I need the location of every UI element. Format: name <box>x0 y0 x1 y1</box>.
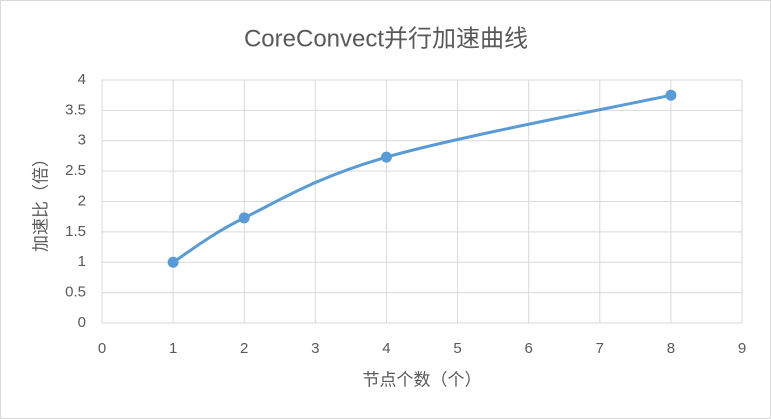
data-point <box>238 212 250 224</box>
y-tick-label: 1 <box>78 253 86 270</box>
y-tick-label: 3.5 <box>65 101 86 118</box>
data-point <box>380 151 392 163</box>
y-tick-label: 0.5 <box>65 284 86 301</box>
x-tick-label: 0 <box>98 340 106 357</box>
x-axis-label: 节点个数（个） <box>363 370 482 389</box>
y-tick-label: 0 <box>78 314 86 331</box>
x-tick-label: 1 <box>169 340 177 357</box>
data-point <box>665 89 677 101</box>
x-tick-label: 5 <box>453 340 461 357</box>
x-tick-label: 8 <box>667 340 675 357</box>
x-tick-label: 3 <box>311 340 319 357</box>
data-point <box>167 256 179 268</box>
y-tick-label: 4 <box>78 71 86 88</box>
y-axis-label: 加速比（倍） <box>31 150 50 252</box>
y-tick-label: 2 <box>78 192 86 209</box>
x-tick-label: 9 <box>738 340 746 357</box>
x-tick-label: 6 <box>524 340 532 357</box>
y-tick-label: 2.5 <box>65 162 86 179</box>
series-line <box>172 93 672 264</box>
x-tick-label: 4 <box>382 340 390 357</box>
x-tick-label: 7 <box>596 340 604 357</box>
y-tick-label: 3 <box>78 132 86 149</box>
chart-title: CoreConvect并行加速曲线 <box>244 25 528 52</box>
x-tick-label: 2 <box>240 340 248 357</box>
y-tick-label: 1.5 <box>65 223 86 240</box>
